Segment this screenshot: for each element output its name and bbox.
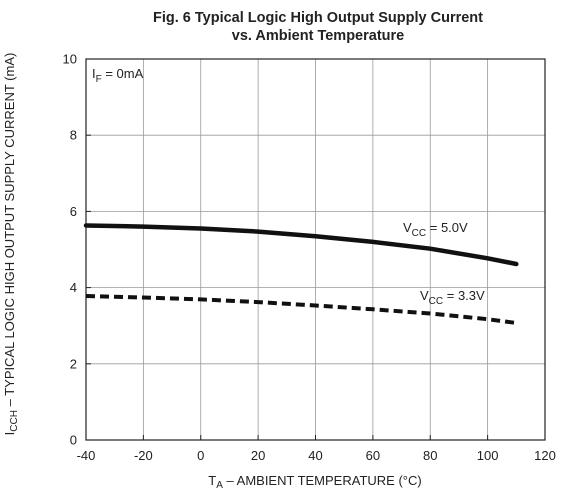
x-tick-label: 60 (366, 448, 380, 463)
tick-labels: -40 -20 0 20 40 60 80 100 120 0 2 4 6 8 10 (63, 52, 556, 464)
y-tick-label: 8 (70, 128, 77, 143)
condition-label: IF = 0mA (92, 66, 144, 85)
x-tick-label: 20 (251, 448, 265, 463)
series-line-vcc-3v3 (85, 294, 517, 325)
x-axis-label: TA – AMBIENT TEMPERATURE (°C) (208, 473, 421, 491)
y-tick-label: 10 (63, 52, 77, 67)
y-tick-label: 0 (70, 433, 77, 448)
x-tick-label: 100 (477, 448, 499, 463)
y-tick-label: 6 (70, 204, 77, 219)
chart-title-line2: vs. Ambient Temperature (232, 28, 404, 44)
x-tick-label: -40 (77, 448, 96, 463)
y-tick-label: 4 (70, 280, 77, 295)
x-tick-label: -20 (134, 448, 153, 463)
series-label-vcc-3v3: VCC = 3.3V (420, 288, 485, 307)
chart-title-line1: Fig. 6 Typical Logic High Output Supply … (153, 10, 483, 26)
x-tick-label: 40 (308, 448, 322, 463)
x-tick-label: 0 (197, 448, 204, 463)
series-label-vcc-5v: VCC = 5.0V (403, 220, 468, 239)
grid (86, 59, 545, 440)
y-axis-label: ICCH – TYPICAL LOGIC HIGH OUTPUT SUPPLY … (2, 53, 20, 436)
annotations: IF = 0mA VCC = 5.0V VCC = 3.3V (92, 66, 485, 307)
x-tick-label: 120 (534, 448, 556, 463)
series-line-vcc-5v (83, 223, 519, 267)
x-tick-label: 80 (423, 448, 437, 463)
y-tick-label: 2 (70, 356, 77, 371)
series-lines (83, 223, 519, 325)
